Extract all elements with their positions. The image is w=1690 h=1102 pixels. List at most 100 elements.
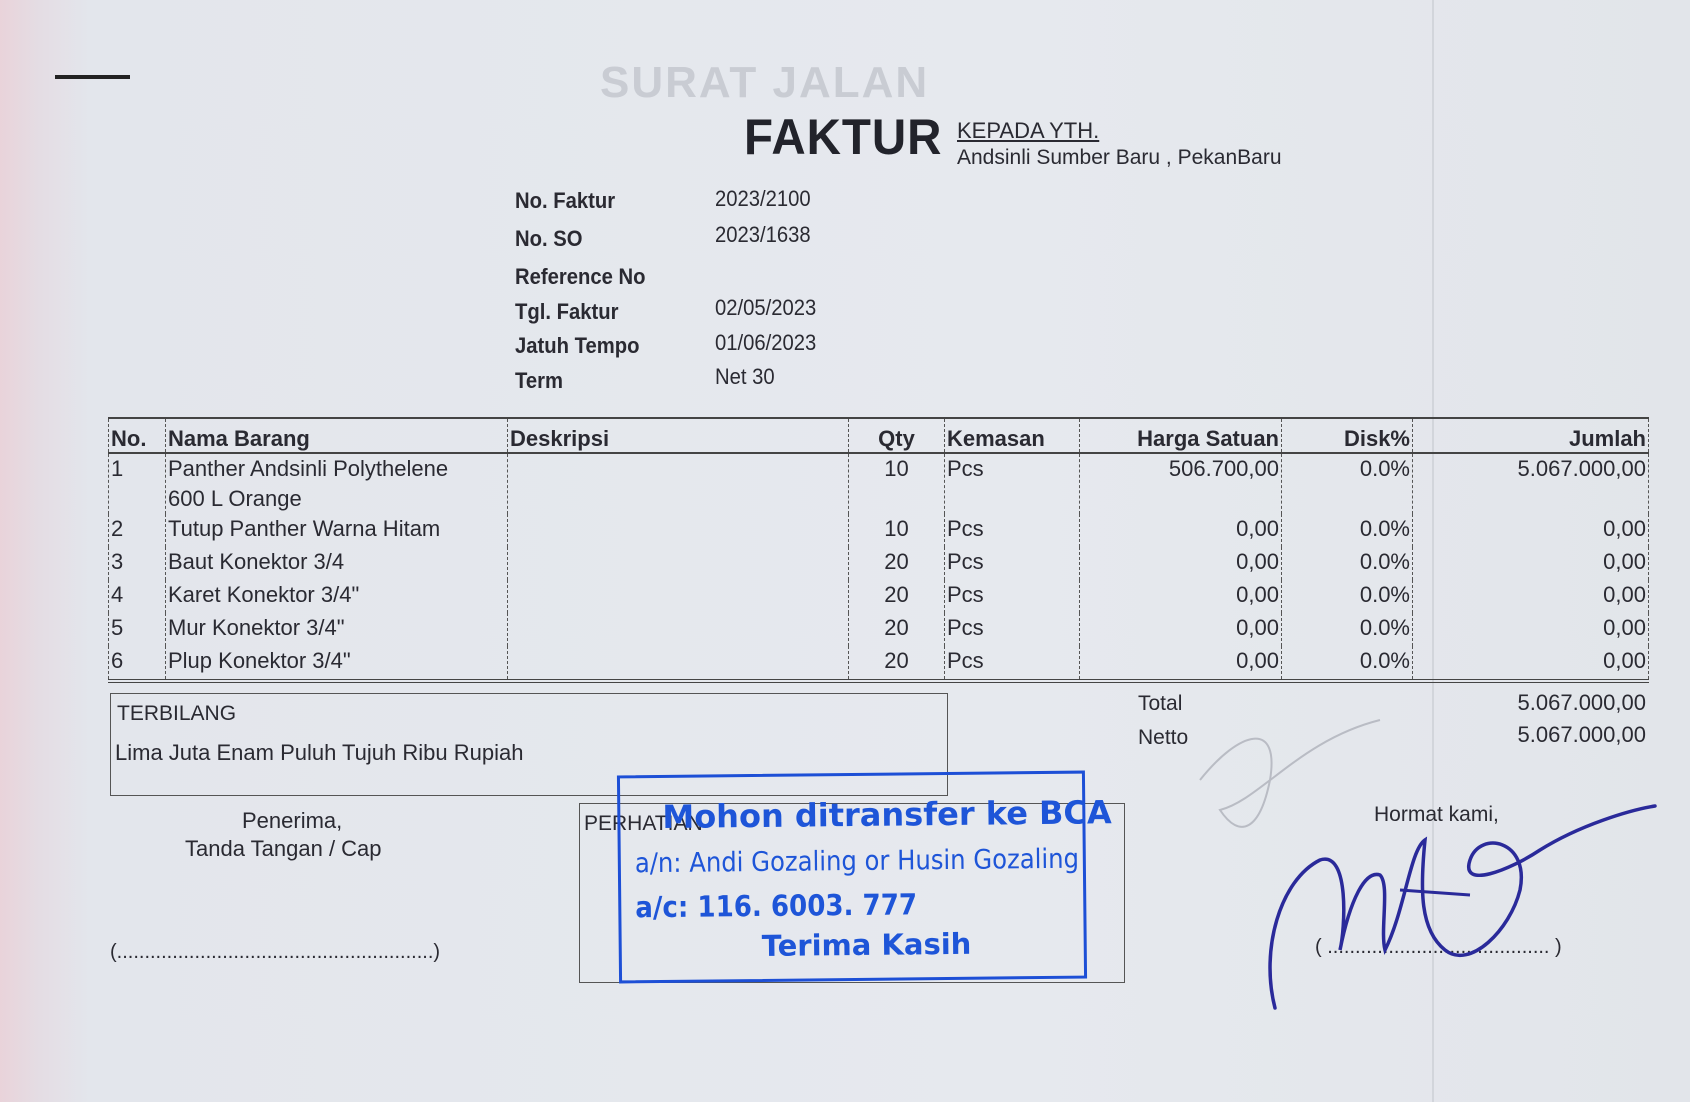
stamp-line: Mohon ditransfer ke BCA	[662, 793, 1112, 836]
cell-disk: 0.0%	[1281, 580, 1413, 613]
col-qty: Qty	[848, 418, 945, 454]
cell-disk: 0.0%	[1281, 646, 1413, 681]
table-header-row: No. Nama Barang Deskripsi Qty Kemasan Ha…	[108, 418, 1649, 454]
cell-qty: 20	[848, 580, 945, 613]
total-value: 5.067.000,00	[1517, 690, 1646, 715]
item-name-line: Baut Konektor 3/4	[168, 549, 345, 574]
cell-no: 1	[108, 453, 166, 514]
cell-jumlah: 0,00	[1412, 547, 1649, 580]
table-row: 2 Tutup Panther Warna Hitam 10 Pcs 0,00 0.0% 0…	[108, 514, 1649, 547]
table-row: 4 Karet Konektor 3/4" 20 Pcs 0,00 0.0% 0,00	[108, 580, 1649, 613]
cell-deskripsi	[507, 514, 849, 547]
col-jumlah: Jumlah	[1412, 418, 1649, 454]
cell-nama-barang: Karet Konektor 3/4"	[165, 580, 508, 613]
punch-mark	[55, 75, 130, 79]
table-row: 6 Plup Konektor 3/4" 20 Pcs 0,00 0.0% 0,00	[108, 646, 1649, 681]
info-label: Tgl. Faktur	[515, 299, 619, 324]
cell-deskripsi	[507, 580, 849, 613]
cell-harga-satuan: 0,00	[1079, 580, 1282, 613]
cell-qty: 10	[848, 453, 945, 514]
cell-harga-satuan: 0,00	[1079, 646, 1282, 681]
col-kemasan: Kemasan	[944, 418, 1080, 454]
info-label: Reference No	[515, 264, 646, 289]
col-harga-satuan: Harga Satuan	[1079, 418, 1282, 454]
cell-nama-barang: Panther Andsinli Polythelene 600 L Orange	[165, 453, 508, 514]
info-value: 2023/2100	[715, 186, 811, 211]
cell-nama-barang: Plup Konektor 3/4"	[165, 646, 508, 681]
info-label: No. SO	[515, 226, 583, 251]
item-name-line: Mur Konektor 3/4"	[168, 615, 345, 640]
col-nama-barang: Nama Barang	[165, 418, 508, 454]
stamp-line: a/c: 116. 6003. 777	[635, 887, 918, 925]
cell-jumlah: 0,00	[1412, 580, 1649, 613]
netto-value: 5.067.000,00	[1517, 722, 1646, 747]
cell-qty: 20	[848, 613, 945, 646]
customer-name: Andsinli Sumber Baru , PekanBaru	[957, 146, 1282, 169]
item-name-line: Tutup Panther Warna Hitam	[168, 516, 441, 541]
cell-qty: 20	[848, 646, 945, 681]
table-row: 3 Baut Konektor 3/4 20 Pcs 0,00 0.0% 0,00	[108, 547, 1649, 580]
cell-jumlah: 0,00	[1412, 514, 1649, 547]
cell-no: 2	[108, 514, 166, 547]
col-no: No.	[108, 418, 166, 454]
kepada-label: KEPADA YTH.	[957, 118, 1100, 143]
info-label: Jatuh Tempo	[515, 333, 640, 358]
cell-jumlah: 0,00	[1412, 613, 1649, 646]
ghost-signature	[1199, 719, 1381, 828]
cell-no: 5	[108, 613, 166, 646]
info-value: 02/05/2023	[715, 295, 817, 320]
info-label: Term	[515, 368, 563, 393]
stamp-line: a/n: Andi Gozaling or Husin Gozaling	[634, 843, 1080, 880]
cell-disk: 0.0%	[1281, 514, 1413, 547]
cell-kemasan: Pcs	[944, 547, 1080, 580]
receiver-label: Penerima,	[242, 808, 343, 833]
receiver-signature-line: (.......................................…	[110, 941, 441, 963]
items-table: No. Nama Barang Deskripsi Qty Kemasan Ha…	[108, 417, 1649, 683]
sender-label: Hormat kami,	[1374, 803, 1499, 826]
perhatian-label: PERHATIAN	[584, 812, 703, 835]
total-label: Total	[1138, 692, 1183, 715]
cell-harga-satuan: 0,00	[1079, 514, 1282, 547]
cell-deskripsi	[507, 646, 849, 681]
ghost-text: SURAT JALAN	[600, 58, 930, 107]
cell-qty: 10	[848, 514, 945, 547]
cell-no: 3	[108, 547, 166, 580]
cell-deskripsi	[507, 613, 849, 646]
cell-harga-satuan: 0,00	[1079, 613, 1282, 646]
cell-kemasan: Pcs	[944, 646, 1080, 681]
terbilang-text: Lima Juta Enam Puluh Tujuh Ribu Rupiah	[115, 740, 524, 765]
signature-stroke	[1268, 804, 1657, 1010]
info-label: No. Faktur	[515, 188, 616, 213]
info-value: 2023/1638	[715, 222, 811, 247]
terbilang-box: TERBILANG Lima Juta Enam Puluh Tujuh Rib…	[110, 693, 948, 796]
table-row: 1 Panther Andsinli Polythelene 600 L Orang…	[108, 453, 1649, 514]
item-name-line: 600 L Orange	[168, 486, 302, 511]
sender-signature-line: ( ......................................…	[1315, 936, 1562, 958]
cell-jumlah: 5.067.000,00	[1412, 453, 1649, 514]
signature-drawing	[1199, 719, 1657, 1010]
cell-kemasan: Pcs	[944, 453, 1080, 514]
cell-nama-barang: Tutup Panther Warna Hitam	[165, 514, 508, 547]
info-value: Net 30	[715, 364, 775, 389]
netto-label: Netto	[1138, 726, 1189, 749]
cell-disk: 0.0%	[1281, 453, 1413, 514]
cell-deskripsi	[507, 453, 849, 514]
bank-transfer-stamp: Mohon ditransfer ke BCA a/n: Andi Gozali…	[616, 770, 1112, 984]
cell-disk: 0.0%	[1281, 613, 1413, 646]
document-title: FAKTUR	[744, 109, 943, 165]
cell-disk: 0.0%	[1281, 547, 1413, 580]
receiver-sublabel: Tanda Tangan / Cap	[185, 836, 382, 861]
cell-nama-barang: Mur Konektor 3/4"	[165, 613, 508, 646]
col-disk: Disk%	[1281, 418, 1413, 454]
table-row: 5 Mur Konektor 3/4" 20 Pcs 0,00 0.0% 0,00	[108, 613, 1649, 646]
item-name-line: Karet Konektor 3/4"	[168, 582, 360, 607]
cell-nama-barang: Baut Konektor 3/4	[165, 547, 508, 580]
cell-kemasan: Pcs	[944, 580, 1080, 613]
cell-harga-satuan: 0,00	[1079, 547, 1282, 580]
cell-qty: 20	[848, 547, 945, 580]
col-deskripsi: Deskripsi	[507, 418, 849, 454]
item-name-line: Panther Andsinli Polythelene	[168, 456, 449, 481]
perhatian-box: PERHATIAN	[579, 803, 1125, 983]
cell-kemasan: Pcs	[944, 613, 1080, 646]
cell-no: 6	[108, 646, 166, 681]
